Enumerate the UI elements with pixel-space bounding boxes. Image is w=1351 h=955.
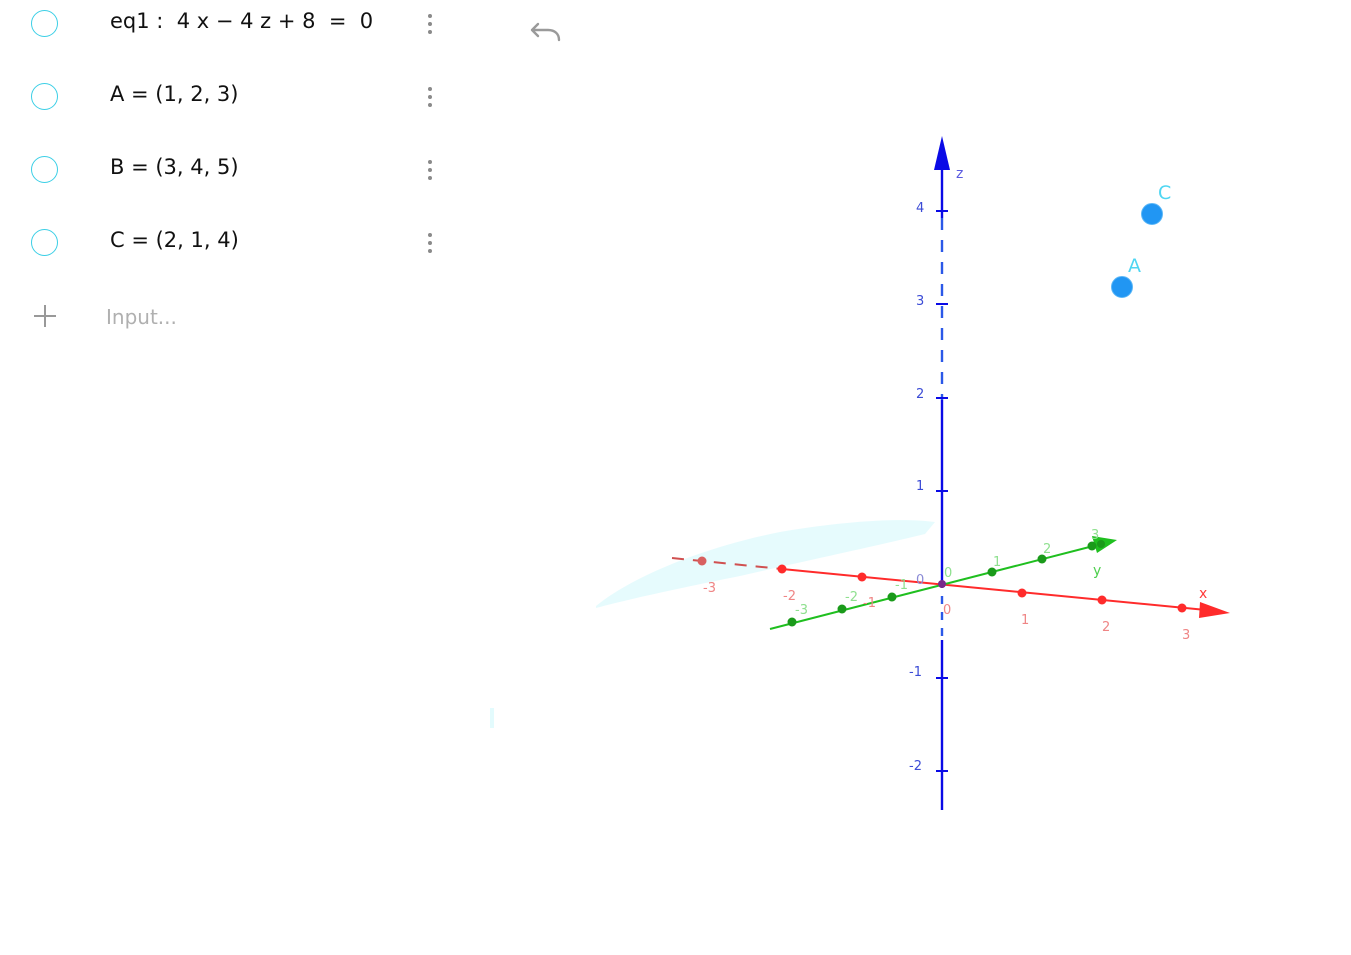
z-tick-neg2: -2 xyxy=(909,759,922,774)
y-axis[interactable] xyxy=(769,542,1106,630)
y-tick-neg1: -1 xyxy=(895,578,908,593)
point-A[interactable] xyxy=(1111,276,1133,298)
visibility-toggle-C[interactable] xyxy=(31,229,58,256)
more-menu-icon[interactable] xyxy=(418,156,442,184)
more-menu-icon[interactable] xyxy=(418,10,442,38)
x-tick-neg1: -1 xyxy=(863,596,876,611)
definition-C[interactable]: C = (2, 1, 4) xyxy=(110,228,239,252)
x-tick-1: 1 xyxy=(1021,613,1029,628)
point-C-label[interactable]: C xyxy=(1158,182,1171,204)
point-A-label[interactable]: A xyxy=(1128,255,1141,277)
z-axis-arrow xyxy=(934,136,950,170)
z-tick-3: 3 xyxy=(916,294,924,309)
visibility-toggle-eq1[interactable] xyxy=(31,10,58,37)
z-tick-4: 4 xyxy=(916,201,924,216)
visibility-toggle-A[interactable] xyxy=(31,83,58,110)
algebra-row-eq1[interactable]: eq1 : 4 x − 4 z + 8 = 0 xyxy=(0,0,470,60)
x-tick-neg2: -2 xyxy=(783,589,796,604)
equation-eq1[interactable]: eq1 : 4 x − 4 z + 8 = 0 xyxy=(110,9,374,33)
z-ticks xyxy=(936,210,948,772)
z-axis-label: z xyxy=(956,166,963,182)
z-tick-1: 1 xyxy=(916,479,924,494)
undo-icon[interactable] xyxy=(524,18,564,48)
y-ticks xyxy=(787,540,1105,627)
x-axis-arrow xyxy=(1199,602,1230,618)
algebra-input-row[interactable] xyxy=(0,298,470,358)
algebra-row-B[interactable]: B = (3, 4, 5) xyxy=(0,146,470,206)
y-axis-label: y xyxy=(1093,563,1101,579)
point-C[interactable] xyxy=(1141,203,1163,225)
z-tick-0: 0 xyxy=(916,573,924,588)
x-axis-negative xyxy=(671,557,783,570)
algebra-row-C[interactable]: C = (2, 1, 4) xyxy=(0,219,470,279)
definition-A[interactable]: A = (1, 2, 3) xyxy=(110,82,239,106)
more-menu-icon[interactable] xyxy=(418,229,442,257)
plus-icon[interactable] xyxy=(33,304,57,328)
more-menu-icon[interactable] xyxy=(418,83,442,111)
y-tick-3: 3 xyxy=(1091,528,1099,543)
x-tick-neg3: -3 xyxy=(703,581,716,596)
algebra-row-A[interactable]: A = (1, 2, 3) xyxy=(0,73,470,133)
x-axis[interactable] xyxy=(781,568,1207,611)
y-tick-1: 1 xyxy=(993,555,1001,570)
y-tick-0: 0 xyxy=(944,566,952,581)
graphics-3d-view[interactable]: 4 3 2 1 0 -1 -2 z -3 -2 -1 0 1 2 3 x -3 xyxy=(470,0,1351,955)
x-axis-label: x xyxy=(1199,586,1207,602)
x-tick-3: 3 xyxy=(1182,628,1190,643)
algebra-view: eq1 : 4 x − 4 z + 8 = 0 A = (1, 2, 3) B … xyxy=(0,0,470,955)
x-tick-0: 0 xyxy=(943,603,951,618)
plane-edge-fragment xyxy=(490,708,494,728)
definition-B[interactable]: B = (3, 4, 5) xyxy=(110,155,239,179)
y-tick-neg3: -3 xyxy=(795,603,808,618)
plane-eq1[interactable] xyxy=(596,520,935,608)
visibility-toggle-B[interactable] xyxy=(31,156,58,183)
z-tick-neg1: -1 xyxy=(909,665,922,680)
z-tick-2: 2 xyxy=(916,387,924,402)
origin-point xyxy=(938,580,946,588)
x-ticks xyxy=(697,556,1187,613)
algebra-input[interactable] xyxy=(104,299,408,335)
y-tick-neg2: -2 xyxy=(845,590,858,605)
y-tick-2: 2 xyxy=(1043,542,1051,557)
x-tick-2: 2 xyxy=(1102,620,1110,635)
